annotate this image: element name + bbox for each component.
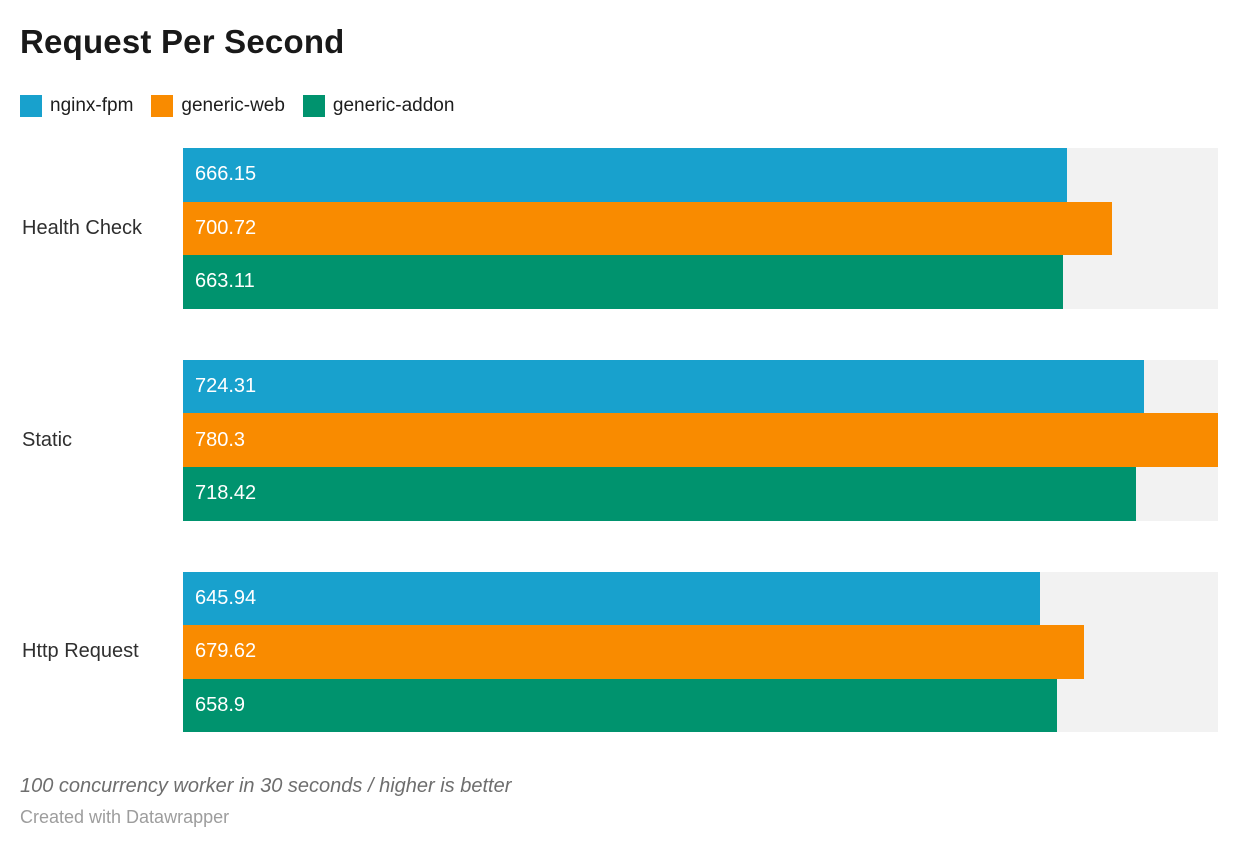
bar-track: 663.11 [183, 255, 1218, 309]
bar-track: 679.62 [183, 625, 1218, 679]
bar-stack: 666.15 700.72 663.11 [183, 148, 1218, 309]
footer-note: 100 concurrency worker in 30 seconds / h… [20, 775, 512, 798]
bar-generic-web: 700.72 [183, 201, 1113, 256]
category-label: Static [22, 428, 73, 451]
legend-label: generic-web [181, 95, 285, 116]
bar-nginx-fpm: 724.31 [183, 359, 1144, 414]
category-label: Http Request [22, 640, 139, 663]
bar-track: 645.94 [183, 571, 1218, 626]
legend-label: nginx-fpm [50, 95, 134, 116]
bar-track: 658.9 [183, 678, 1218, 733]
bar-track: 666.15 [183, 148, 1218, 202]
bar-stack: 645.94 679.62 658.9 [183, 571, 1218, 733]
bar-nginx-fpm: 666.15 [183, 148, 1067, 202]
bar-nginx-fpm: 645.94 [183, 571, 1040, 626]
bar-track: 724.31 [183, 359, 1218, 414]
legend-item-nginx-fpm: nginx-fpm [20, 94, 133, 117]
bar-generic-addon: 658.9 [183, 678, 1057, 733]
bar-chart: Health Check 666.15 700.72 663.11 [20, 148, 1218, 733]
bar-value-label: 658.9 [195, 694, 246, 717]
bar-generic-addon: 663.11 [183, 255, 1063, 309]
legend-item-generic-addon: generic-addon [302, 94, 455, 117]
bar-generic-addon: 718.42 [183, 466, 1136, 521]
legend-label: generic-addon [332, 95, 455, 116]
bar-value-label: 700.72 [195, 216, 257, 239]
bar-value-label: 718.42 [195, 482, 257, 505]
bar-value-label: 780.3 [195, 428, 246, 451]
bar-value-label: 663.11 [195, 270, 255, 293]
legend-swatch-generic-web [151, 94, 174, 117]
bar-track: 780.3 [183, 413, 1218, 467]
bar-value-label: 666.15 [195, 163, 257, 186]
legend-item-generic-web: generic-web [151, 94, 285, 117]
bar-value-label: 645.94 [195, 586, 257, 609]
category-label: Health Check [22, 216, 143, 239]
legend: nginx-fpm generic-web generic-addon [20, 94, 1218, 117]
bar-group-static: Static 724.31 780.3 718.42 [20, 359, 1218, 521]
bar-group-health-check: Health Check 666.15 700.72 663.11 [20, 148, 1218, 309]
bar-value-label: 679.62 [195, 640, 257, 663]
page-title: Request Per Second [20, 23, 345, 60]
bar-generic-web: 780.3 [183, 413, 1218, 467]
bar-track: 700.72 [183, 201, 1218, 256]
bar-value-label: 724.31 [195, 375, 257, 398]
bar-group-http-request: Http Request 645.94 679.62 658.9 [20, 571, 1218, 733]
legend-swatch-generic-addon [302, 94, 325, 117]
bar-stack: 724.31 780.3 718.42 [183, 359, 1218, 521]
bar-track: 718.42 [183, 466, 1218, 521]
bar-generic-web: 679.62 [183, 625, 1085, 679]
datawrapper-credit-link[interactable]: Created with Datawrapper [20, 807, 230, 828]
legend-swatch-nginx-fpm [20, 94, 42, 117]
